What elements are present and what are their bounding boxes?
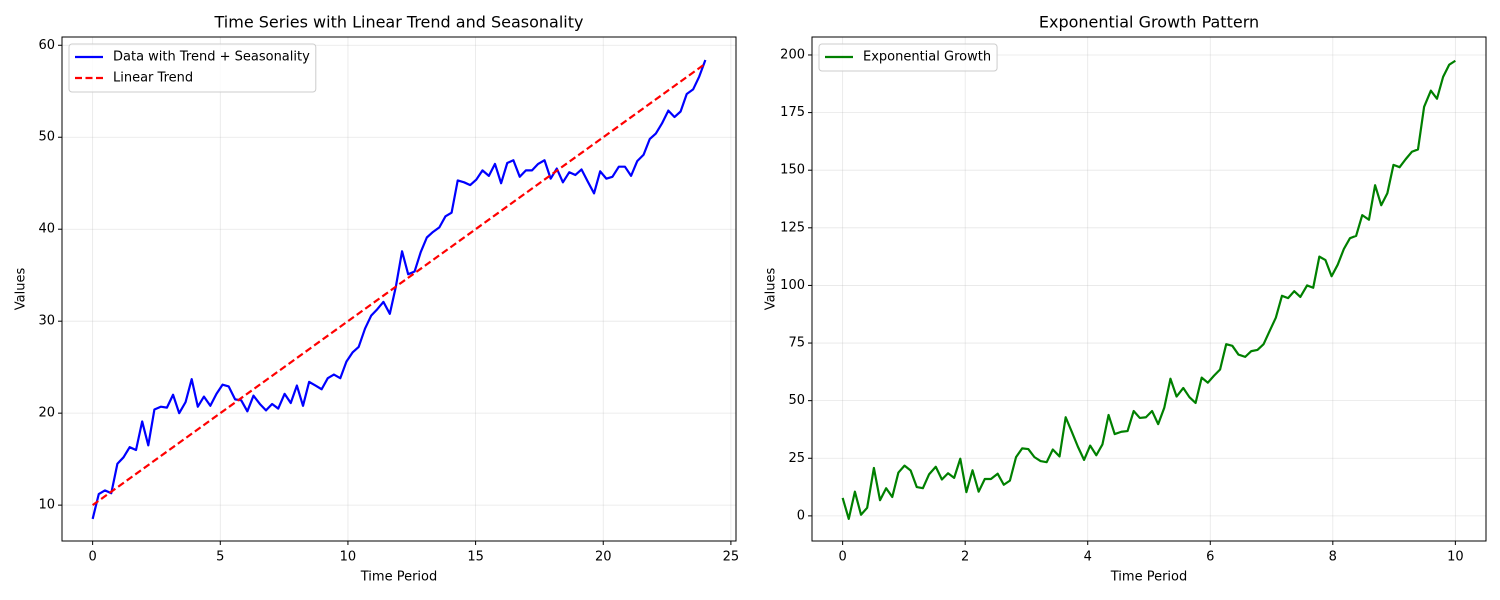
legend-box — [818, 43, 998, 72]
legend: Exponential Growth — [818, 43, 998, 72]
y-tick-label: 60 — [38, 38, 55, 53]
y-axis-label: Values — [764, 268, 779, 311]
x-tick-label: 2 — [961, 550, 969, 565]
data-line — [841, 59, 1456, 520]
y-tick-label: 75 — [788, 336, 805, 351]
y-tick-label: 100 — [780, 278, 805, 293]
plot-frame — [61, 36, 737, 542]
data-line — [91, 62, 707, 507]
data-line — [91, 59, 707, 520]
plot-frame — [811, 36, 1487, 542]
y-tick-label: 50 — [788, 393, 805, 408]
y-tick-label: 30 — [38, 314, 55, 329]
chart-title: Time Series with Linear Trend and Season… — [214, 13, 584, 32]
x-tick-label: 4 — [1084, 550, 1092, 565]
legend-label: Exponential Growth — [863, 50, 991, 65]
x-tick-label: 20 — [595, 550, 612, 565]
x-tick-label: 10 — [1447, 550, 1464, 565]
x-tick-label: 15 — [467, 550, 484, 565]
x-tick-label: 25 — [723, 550, 740, 565]
legend-label: Data with Trend + Seasonality — [113, 50, 310, 65]
x-tick-label: 6 — [1206, 550, 1214, 565]
y-axis-label: Values — [14, 268, 29, 311]
y-tick-label: 20 — [38, 406, 55, 421]
legend-box — [68, 43, 317, 93]
y-tick-label: 200 — [780, 47, 805, 62]
y-tick-label: 150 — [780, 163, 805, 178]
x-tick-label: 8 — [1329, 550, 1337, 565]
y-tick-label: 25 — [788, 451, 805, 466]
legend-label: Linear Trend — [113, 71, 193, 86]
y-tick-label: 175 — [780, 105, 805, 120]
x-axis-label: Time Period — [360, 570, 437, 585]
y-tick-label: 125 — [780, 220, 805, 235]
x-tick-label: 0 — [88, 550, 96, 565]
y-tick-label: 40 — [38, 222, 55, 237]
y-tick-label: 10 — [38, 498, 55, 513]
x-tick-label: 5 — [216, 550, 224, 565]
x-tick-label: 0 — [838, 550, 846, 565]
x-tick-label: 10 — [340, 550, 357, 565]
chart-title: Exponential Growth Pattern — [1039, 13, 1259, 32]
y-tick-label: 0 — [797, 508, 805, 523]
legend: Data with Trend + Seasonality Linear Tren… — [68, 43, 317, 93]
x-axis-label: Time Period — [1110, 570, 1187, 585]
y-tick-label: 50 — [38, 130, 55, 145]
